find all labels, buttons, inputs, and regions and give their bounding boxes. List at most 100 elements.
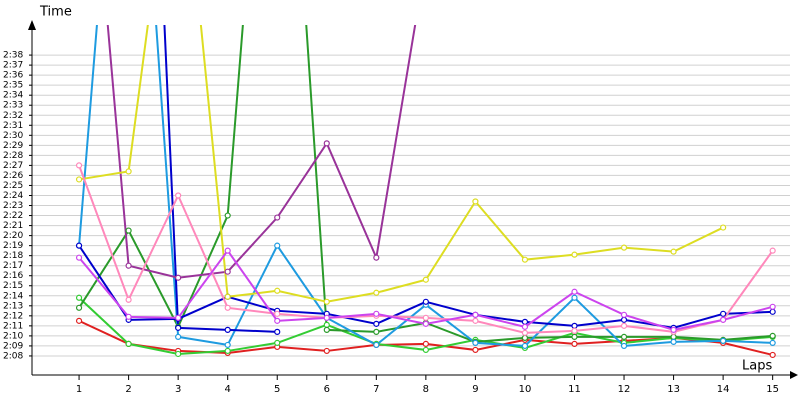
x-tick-label: 13 bbox=[667, 384, 680, 395]
y-tick-label: 2:14 bbox=[3, 291, 23, 301]
point-marker bbox=[274, 317, 281, 324]
point-marker bbox=[769, 351, 776, 359]
x-axis-arrow bbox=[790, 371, 798, 379]
series-line bbox=[78, 25, 724, 303]
y-axis-title: Time bbox=[39, 5, 72, 20]
y-tick-label: 2:32 bbox=[3, 111, 23, 121]
point-marker bbox=[323, 314, 330, 321]
point-marker bbox=[670, 326, 677, 333]
y-tick-label: 2:25 bbox=[3, 181, 23, 191]
point-marker bbox=[175, 274, 182, 281]
point-marker bbox=[224, 304, 231, 311]
point-marker bbox=[125, 313, 132, 320]
point-marker bbox=[274, 310, 281, 317]
point-marker bbox=[720, 224, 727, 231]
point-marker bbox=[521, 256, 529, 263]
y-tick-label: 2:27 bbox=[3, 161, 23, 171]
point-marker bbox=[274, 287, 281, 294]
point-marker bbox=[125, 168, 132, 175]
point-marker bbox=[720, 316, 727, 323]
point-marker bbox=[521, 323, 529, 330]
point-marker bbox=[224, 326, 231, 333]
point-marker bbox=[472, 339, 479, 347]
x-tick-label: 15 bbox=[766, 384, 779, 395]
point-marker bbox=[274, 328, 281, 335]
point-marker bbox=[373, 254, 380, 261]
point-marker bbox=[670, 333, 677, 340]
point-marker bbox=[75, 254, 83, 261]
point-marker bbox=[571, 327, 578, 334]
point-marker bbox=[422, 314, 429, 321]
x-tick-label: 14 bbox=[717, 384, 730, 395]
point-marker bbox=[422, 340, 429, 348]
x-tick-label: 11 bbox=[568, 384, 581, 395]
point-marker bbox=[175, 333, 182, 340]
point-marker bbox=[472, 311, 479, 318]
point-marker bbox=[769, 247, 776, 254]
y-tick-label: 2:28 bbox=[3, 151, 23, 161]
point-marker bbox=[521, 318, 529, 325]
point-marker bbox=[472, 198, 479, 205]
point-marker bbox=[323, 298, 330, 305]
point-marker bbox=[274, 242, 281, 249]
point-marker bbox=[274, 214, 281, 221]
point-marker bbox=[620, 322, 628, 329]
y-tick-label: 2:17 bbox=[3, 261, 23, 271]
point-marker bbox=[224, 293, 231, 300]
point-marker bbox=[720, 337, 727, 345]
x-tick-label: 8 bbox=[423, 384, 429, 395]
point-marker bbox=[422, 276, 429, 283]
point-marker bbox=[670, 338, 677, 346]
grid bbox=[32, 54, 790, 357]
point-marker bbox=[571, 333, 578, 340]
point-marker bbox=[224, 247, 231, 254]
y-tick-label: 2:24 bbox=[3, 191, 23, 201]
point-marker bbox=[670, 248, 677, 255]
y-tick-label: 2:37 bbox=[3, 61, 23, 71]
point-marker bbox=[521, 329, 529, 336]
point-marker bbox=[274, 339, 281, 347]
y-tick-label: 2:19 bbox=[3, 241, 23, 251]
series-line bbox=[163, 25, 278, 333]
y-tick-label: 2:09 bbox=[3, 341, 23, 351]
x-tick-label: 6 bbox=[324, 384, 330, 395]
point-marker bbox=[323, 321, 330, 328]
point-marker bbox=[323, 326, 330, 333]
x-tick-label: 12 bbox=[618, 384, 631, 395]
y-tick-label: 2:22 bbox=[3, 211, 23, 221]
point-marker bbox=[224, 268, 231, 275]
point-marker bbox=[620, 342, 628, 350]
y-tick-label: 2:33 bbox=[3, 101, 23, 111]
point-marker bbox=[422, 346, 429, 354]
y-tick-label: 2:31 bbox=[3, 121, 23, 131]
y-tick-label: 2:18 bbox=[3, 251, 23, 261]
point-marker bbox=[769, 332, 776, 339]
y-tick-label: 2:20 bbox=[3, 231, 23, 241]
point-marker bbox=[422, 320, 429, 327]
point-marker bbox=[620, 316, 628, 323]
point-marker bbox=[769, 303, 776, 310]
point-marker bbox=[620, 244, 628, 251]
point-marker bbox=[75, 162, 83, 169]
series-line bbox=[78, 25, 773, 343]
x-axis-title: Laps bbox=[742, 359, 772, 374]
point-marker bbox=[175, 324, 182, 331]
point-marker bbox=[769, 308, 776, 315]
point-marker bbox=[521, 334, 529, 341]
y-tick-label: 2:23 bbox=[3, 201, 23, 211]
point-marker bbox=[571, 251, 578, 258]
y-tick-label: 2:30 bbox=[3, 131, 23, 141]
plot-area bbox=[75, 25, 776, 359]
point-marker bbox=[571, 340, 578, 348]
point-marker bbox=[224, 347, 231, 355]
y-tick-label: 2:29 bbox=[3, 141, 23, 151]
point-marker bbox=[472, 317, 479, 324]
point-marker bbox=[373, 320, 380, 327]
point-marker bbox=[769, 339, 776, 347]
point-marker bbox=[125, 262, 132, 269]
point-marker bbox=[75, 317, 83, 324]
y-tick-label: 2:26 bbox=[3, 171, 23, 181]
x-tick-label: 9 bbox=[472, 384, 478, 395]
y-tick-label: 2:36 bbox=[3, 71, 23, 81]
point-marker bbox=[373, 289, 380, 296]
